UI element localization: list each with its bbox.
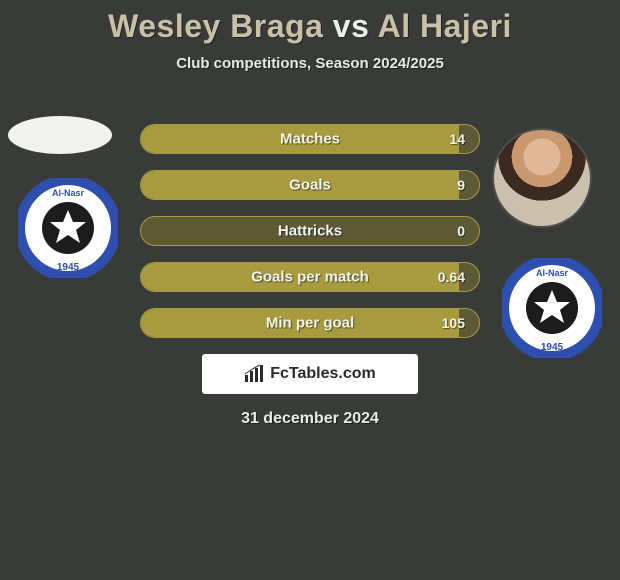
stat-row-goals-per-match: Goals per match 0.64 xyxy=(140,262,480,292)
player2-club-badge: Al-Nasr 1945 xyxy=(502,258,602,358)
svg-text:Al-Nasr: Al-Nasr xyxy=(536,268,569,278)
player2-avatar xyxy=(494,130,590,226)
vs-text: vs xyxy=(333,8,370,44)
stat-label: Goals xyxy=(289,177,331,194)
stat-label: Hattricks xyxy=(278,223,342,240)
stats-panel: Matches 14 Goals 9 Hattricks 0 Goals per… xyxy=(140,124,480,354)
stat-label: Matches xyxy=(280,131,340,148)
bar-chart-icon xyxy=(244,365,264,383)
player1-club-badge: Al-Nasr 1945 xyxy=(18,178,118,278)
stat-value: 9 xyxy=(457,177,465,193)
player2-name: Al Hajeri xyxy=(378,8,512,44)
club-badge-icon: Al-Nasr 1945 xyxy=(18,178,118,278)
stat-row-goals: Goals 9 xyxy=(140,170,480,200)
stat-value: 105 xyxy=(442,315,465,331)
stat-value: 0 xyxy=(457,223,465,239)
svg-text:1945: 1945 xyxy=(541,342,564,353)
stat-label: Goals per match xyxy=(251,269,369,286)
stat-row-matches: Matches 14 xyxy=(140,124,480,154)
stat-value: 0.64 xyxy=(438,269,465,285)
subtitle: Club competitions, Season 2024/2025 xyxy=(0,55,620,72)
footer-attribution: FcTables.com xyxy=(202,354,418,394)
stat-row-hattricks: Hattricks 0 xyxy=(140,216,480,246)
footer-text: FcTables.com xyxy=(270,365,376,383)
player1-name: Wesley Braga xyxy=(108,8,323,44)
date-text: 31 december 2024 xyxy=(0,410,620,428)
stat-label: Min per goal xyxy=(266,315,354,332)
page-title: Wesley Braga vs Al Hajeri xyxy=(0,0,620,45)
svg-text:Al-Nasr: Al-Nasr xyxy=(52,188,85,198)
stat-row-min-per-goal: Min per goal 105 xyxy=(140,308,480,338)
stat-value: 14 xyxy=(449,131,465,147)
club-badge-icon: Al-Nasr 1945 xyxy=(502,258,602,358)
player1-avatar-placeholder xyxy=(8,116,112,154)
svg-text:1945: 1945 xyxy=(57,262,80,273)
